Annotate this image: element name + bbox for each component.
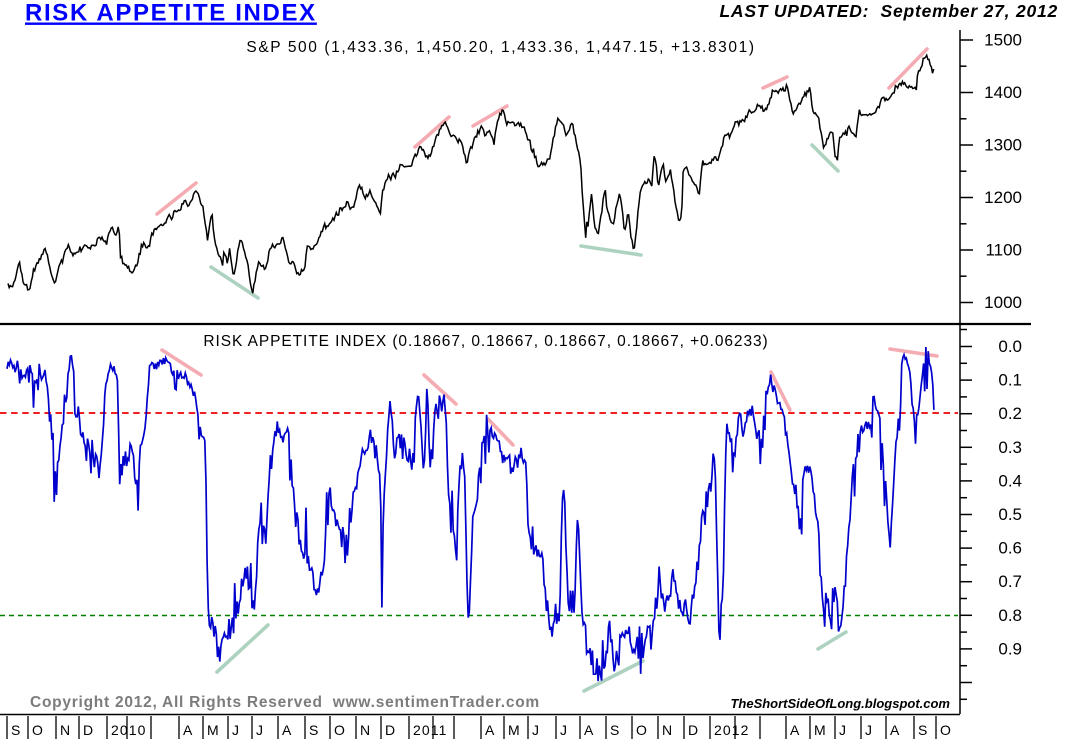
svg-text:O: O xyxy=(940,722,952,738)
svg-text:TheShortSideOfLong.blogspot.co: TheShortSideOfLong.blogspot.com xyxy=(730,696,950,711)
svg-text:0.8: 0.8 xyxy=(998,606,1022,625)
svg-text:2011: 2011 xyxy=(413,722,448,738)
svg-text:A: A xyxy=(584,722,594,738)
svg-text:A: A xyxy=(282,722,292,738)
svg-text:O: O xyxy=(32,722,44,738)
svg-text:N: N xyxy=(60,722,71,738)
svg-text:LAST UPDATED: September 27, 2: LAST UPDATED: September 27, 2012 xyxy=(719,1,1058,21)
svg-text:0.6: 0.6 xyxy=(998,539,1022,558)
svg-text:J: J xyxy=(232,722,240,738)
svg-text:A: A xyxy=(183,722,193,738)
svg-text:O: O xyxy=(636,722,648,738)
svg-text:J: J xyxy=(839,722,847,738)
svg-text:J: J xyxy=(865,722,873,738)
svg-text:M: M xyxy=(508,722,521,738)
svg-text:0.3: 0.3 xyxy=(998,438,1022,457)
svg-text:S: S xyxy=(11,722,21,738)
svg-text:O: O xyxy=(334,722,346,738)
svg-text:J: J xyxy=(532,722,540,738)
svg-text:0.9: 0.9 xyxy=(998,639,1022,658)
svg-text:D: D xyxy=(83,722,94,738)
svg-text:M: M xyxy=(207,722,220,738)
svg-text:0.2: 0.2 xyxy=(998,404,1022,423)
svg-text:RISK APPETITE INDEX: RISK APPETITE INDEX xyxy=(25,0,317,27)
svg-text:0.1: 0.1 xyxy=(998,371,1022,390)
svg-text:A: A xyxy=(485,722,495,738)
svg-text:D: D xyxy=(688,722,699,738)
svg-text:S: S xyxy=(918,722,928,738)
svg-text:0.0: 0.0 xyxy=(998,337,1022,356)
svg-text:S: S xyxy=(610,722,620,738)
svg-text:M: M xyxy=(814,722,827,738)
svg-text:S: S xyxy=(309,722,319,738)
svg-text:A: A xyxy=(890,722,900,738)
svg-text:A: A xyxy=(790,722,800,738)
svg-text:N: N xyxy=(662,722,673,738)
svg-text:1500: 1500 xyxy=(984,31,1022,50)
svg-text:1300: 1300 xyxy=(984,136,1022,155)
svg-text:2010: 2010 xyxy=(111,722,147,738)
svg-text:0.5: 0.5 xyxy=(998,505,1022,524)
svg-text:1200: 1200 xyxy=(984,188,1022,207)
svg-text:J: J xyxy=(256,722,264,738)
svg-text:S&P 500 (1,433.36, 1,450.20, 1: S&P 500 (1,433.36, 1,450.20, 1,433.36, 1… xyxy=(246,39,755,56)
svg-text:Copyright 2012, All Rights Res: Copyright 2012, All Rights Reserved www.… xyxy=(30,694,540,711)
svg-text:1100: 1100 xyxy=(985,241,1022,260)
svg-text:D: D xyxy=(385,722,396,738)
svg-text:RISK APPETITE INDEX (0.18667,: RISK APPETITE INDEX (0.18667, 0.18667, 0… xyxy=(203,333,768,350)
svg-text:1400: 1400 xyxy=(984,83,1022,102)
svg-text:0.4: 0.4 xyxy=(998,471,1022,490)
svg-text:2012: 2012 xyxy=(714,722,750,738)
svg-text:J: J xyxy=(560,722,568,738)
svg-text:N: N xyxy=(360,722,371,738)
svg-text:1000: 1000 xyxy=(984,293,1022,312)
svg-text:0.7: 0.7 xyxy=(998,572,1022,591)
